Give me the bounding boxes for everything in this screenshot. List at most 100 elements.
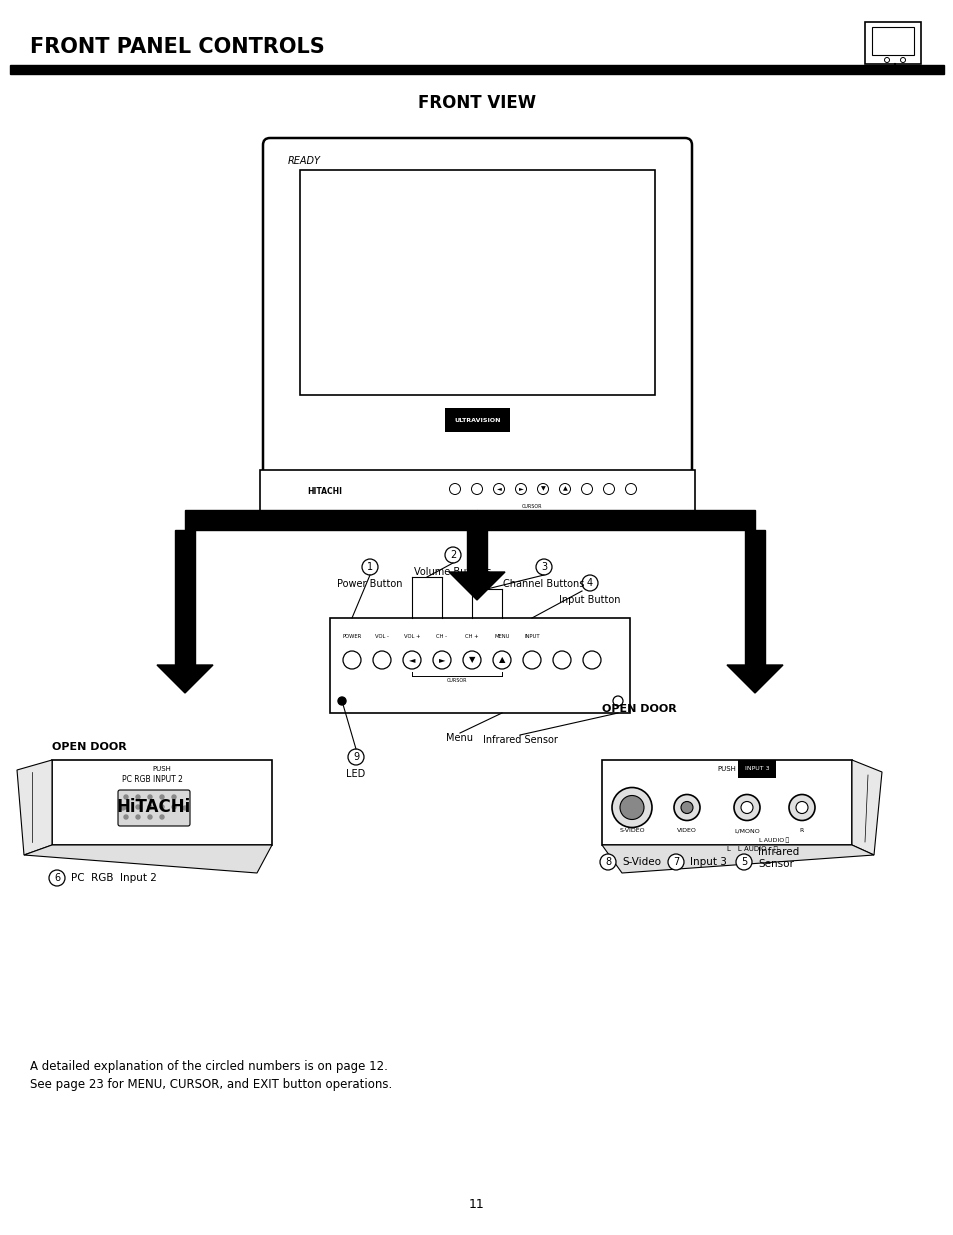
Bar <box>52 760 272 845</box>
Text: FRONT VIEW: FRONT VIEW <box>417 94 536 112</box>
Bar <box>260 471 695 513</box>
Text: 2: 2 <box>450 550 456 559</box>
Text: HiTACHi: HiTACHi <box>117 799 191 816</box>
Circle shape <box>433 651 451 669</box>
Circle shape <box>444 547 460 563</box>
Bar <box>10 65 943 74</box>
Circle shape <box>900 58 904 63</box>
Text: 6: 6 <box>54 873 60 883</box>
Bar <box>174 530 194 664</box>
Text: 5: 5 <box>740 857 746 867</box>
Circle shape <box>160 815 164 819</box>
Circle shape <box>625 483 636 494</box>
Polygon shape <box>851 760 882 855</box>
Text: ▲: ▲ <box>498 656 505 664</box>
Text: Volume Buttons: Volume Buttons <box>414 567 491 577</box>
Circle shape <box>740 802 752 814</box>
Circle shape <box>612 788 651 827</box>
Text: Input Button: Input Button <box>558 595 620 605</box>
Text: L/MONO: L/MONO <box>734 829 760 834</box>
Polygon shape <box>601 845 873 873</box>
Circle shape <box>581 483 592 494</box>
Circle shape <box>337 697 346 705</box>
Text: 8: 8 <box>604 857 611 867</box>
Circle shape <box>124 805 128 809</box>
Polygon shape <box>24 845 272 873</box>
Polygon shape <box>157 664 213 693</box>
Text: FRONT PANEL CONTROLS: FRONT PANEL CONTROLS <box>30 37 324 57</box>
Bar <box>601 760 851 845</box>
Circle shape <box>348 748 364 764</box>
FancyBboxPatch shape <box>263 138 691 477</box>
Text: 9: 9 <box>353 752 358 762</box>
Circle shape <box>619 795 643 820</box>
Polygon shape <box>17 760 52 855</box>
Circle shape <box>172 805 175 809</box>
Circle shape <box>402 651 420 669</box>
Circle shape <box>795 802 807 814</box>
Circle shape <box>148 805 152 809</box>
Text: ▲: ▲ <box>562 487 567 492</box>
Circle shape <box>673 794 700 820</box>
Circle shape <box>522 651 540 669</box>
Text: L L AUDIO ⎿: L L AUDIO ⎿ <box>726 846 777 852</box>
Text: 3: 3 <box>540 562 546 572</box>
Text: VOL +: VOL + <box>403 634 420 638</box>
Circle shape <box>148 815 152 819</box>
Text: Infrared
Sensor: Infrared Sensor <box>758 847 799 869</box>
Bar <box>185 510 476 530</box>
Circle shape <box>493 651 511 669</box>
Text: CH -: CH - <box>436 634 447 638</box>
Polygon shape <box>726 664 782 693</box>
Text: READY: READY <box>288 156 320 165</box>
Circle shape <box>553 651 571 669</box>
Circle shape <box>160 805 164 809</box>
Text: 1: 1 <box>367 562 373 572</box>
Circle shape <box>172 795 175 799</box>
Bar <box>476 510 754 530</box>
Text: OPEN DOOR: OPEN DOOR <box>52 742 127 752</box>
Text: See page 23 for MENU, CURSOR, and EXIT button operations.: See page 23 for MENU, CURSOR, and EXIT b… <box>30 1078 392 1092</box>
Circle shape <box>361 559 377 576</box>
Text: CURSOR: CURSOR <box>521 505 541 510</box>
Circle shape <box>124 815 128 819</box>
Text: Input 3: Input 3 <box>689 857 726 867</box>
Text: ►: ► <box>438 656 445 664</box>
Text: ▼: ▼ <box>540 487 545 492</box>
Circle shape <box>124 795 128 799</box>
Bar <box>260 519 695 525</box>
Text: LED: LED <box>346 769 365 779</box>
Circle shape <box>148 795 152 799</box>
Text: INPUT: INPUT <box>523 634 539 638</box>
Circle shape <box>471 483 482 494</box>
Text: Menu: Menu <box>446 734 473 743</box>
Circle shape <box>515 483 526 494</box>
Bar <box>744 530 764 664</box>
Text: Channel Buttons: Channel Buttons <box>503 579 584 589</box>
Circle shape <box>343 651 360 669</box>
Text: Power Button: Power Button <box>337 579 402 589</box>
Text: 7: 7 <box>672 857 679 867</box>
Text: S-Video: S-Video <box>621 857 660 867</box>
Text: 4: 4 <box>586 578 593 588</box>
Circle shape <box>581 576 598 592</box>
Circle shape <box>373 651 391 669</box>
Bar <box>467 530 486 572</box>
Text: A detailed explanation of the circled numbers is on page 12.: A detailed explanation of the circled nu… <box>30 1061 388 1073</box>
Text: VOL -: VOL - <box>375 634 389 638</box>
Text: R: R <box>799 829 803 834</box>
Bar <box>330 618 629 713</box>
Circle shape <box>603 483 614 494</box>
Circle shape <box>160 795 164 799</box>
Text: ULTRAVISION: ULTRAVISION <box>454 417 500 422</box>
Text: POWER: POWER <box>342 634 361 638</box>
Circle shape <box>613 697 622 706</box>
Circle shape <box>449 483 460 494</box>
Circle shape <box>462 651 480 669</box>
Text: L AUDIO ⎿: L AUDIO ⎿ <box>759 837 789 842</box>
Circle shape <box>136 805 140 809</box>
Bar <box>864 22 920 64</box>
Bar <box>871 27 913 56</box>
Text: ◄: ◄ <box>408 656 415 664</box>
Text: S-VIDEO: S-VIDEO <box>618 829 644 834</box>
